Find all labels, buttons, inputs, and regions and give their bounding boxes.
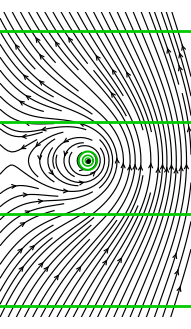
- FancyArrowPatch shape: [139, 165, 142, 170]
- FancyArrowPatch shape: [91, 172, 95, 176]
- FancyArrowPatch shape: [22, 145, 26, 149]
- FancyArrowPatch shape: [185, 164, 188, 169]
- FancyArrowPatch shape: [121, 163, 125, 168]
- FancyArrowPatch shape: [24, 75, 28, 79]
- FancyArrowPatch shape: [23, 193, 27, 197]
- FancyArrowPatch shape: [20, 223, 25, 226]
- FancyArrowPatch shape: [79, 181, 83, 185]
- FancyArrowPatch shape: [40, 81, 44, 85]
- FancyArrowPatch shape: [16, 45, 19, 49]
- FancyArrowPatch shape: [133, 164, 137, 169]
- FancyArrowPatch shape: [173, 253, 177, 259]
- FancyArrowPatch shape: [175, 269, 179, 275]
- FancyArrowPatch shape: [49, 170, 53, 174]
- FancyArrowPatch shape: [64, 151, 68, 155]
- FancyArrowPatch shape: [149, 163, 153, 168]
- FancyArrowPatch shape: [25, 211, 29, 215]
- FancyArrowPatch shape: [115, 158, 119, 163]
- FancyArrowPatch shape: [179, 166, 183, 171]
- FancyArrowPatch shape: [165, 167, 168, 172]
- FancyArrowPatch shape: [36, 38, 40, 42]
- FancyArrowPatch shape: [69, 38, 73, 42]
- FancyArrowPatch shape: [179, 65, 182, 71]
- FancyArrowPatch shape: [26, 122, 30, 126]
- FancyArrowPatch shape: [104, 249, 108, 253]
- FancyArrowPatch shape: [30, 246, 34, 250]
- FancyArrowPatch shape: [174, 168, 178, 173]
- FancyArrowPatch shape: [77, 267, 80, 271]
- FancyArrowPatch shape: [19, 267, 23, 271]
- FancyArrowPatch shape: [54, 275, 58, 280]
- FancyArrowPatch shape: [187, 127, 191, 132]
- FancyArrowPatch shape: [177, 286, 181, 291]
- FancyArrowPatch shape: [103, 261, 107, 265]
- FancyArrowPatch shape: [44, 267, 48, 271]
- FancyArrowPatch shape: [160, 164, 164, 169]
- FancyArrowPatch shape: [38, 156, 42, 160]
- FancyArrowPatch shape: [56, 42, 59, 46]
- FancyArrowPatch shape: [118, 258, 121, 263]
- FancyArrowPatch shape: [64, 138, 69, 142]
- FancyArrowPatch shape: [179, 53, 183, 58]
- FancyArrowPatch shape: [26, 96, 31, 100]
- FancyArrowPatch shape: [80, 122, 84, 126]
- FancyArrowPatch shape: [111, 93, 115, 97]
- FancyArrowPatch shape: [156, 167, 160, 172]
- FancyArrowPatch shape: [20, 101, 24, 105]
- FancyArrowPatch shape: [63, 189, 67, 193]
- FancyArrowPatch shape: [182, 45, 185, 50]
- FancyArrowPatch shape: [18, 249, 22, 253]
- FancyArrowPatch shape: [40, 55, 44, 59]
- FancyArrowPatch shape: [42, 127, 46, 131]
- FancyArrowPatch shape: [128, 165, 132, 170]
- FancyArrowPatch shape: [169, 164, 173, 169]
- FancyArrowPatch shape: [12, 185, 16, 189]
- FancyArrowPatch shape: [79, 167, 84, 171]
- FancyArrowPatch shape: [22, 135, 26, 139]
- FancyArrowPatch shape: [167, 48, 171, 53]
- FancyArrowPatch shape: [39, 263, 43, 267]
- FancyArrowPatch shape: [127, 73, 130, 77]
- FancyArrowPatch shape: [38, 199, 42, 203]
- FancyArrowPatch shape: [36, 142, 40, 146]
- FancyArrowPatch shape: [112, 70, 116, 74]
- FancyArrowPatch shape: [96, 56, 100, 60]
